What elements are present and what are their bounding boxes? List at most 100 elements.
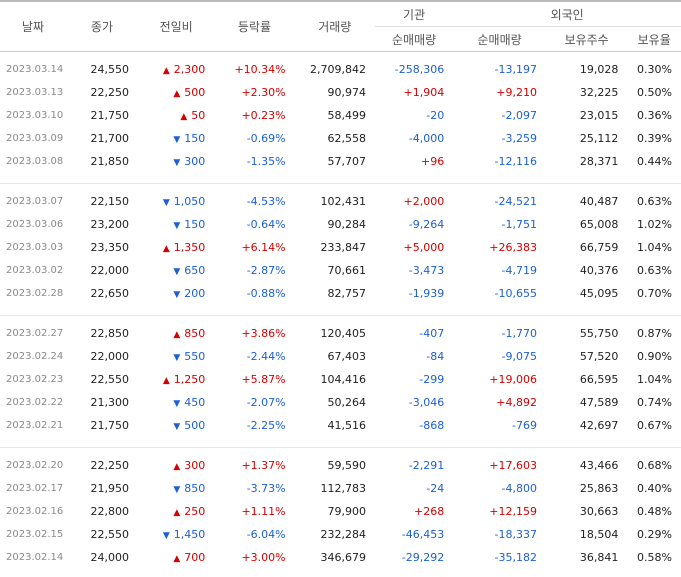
row-inst-net: -46,453 bbox=[401, 528, 445, 541]
row-holdings: 28,371 bbox=[579, 155, 619, 168]
row-close: 24,000 bbox=[90, 551, 130, 564]
row-inst-net: -29,292 bbox=[401, 551, 445, 564]
row-holdings: 25,112 bbox=[579, 132, 619, 145]
row-change-value: 500 bbox=[184, 86, 206, 99]
table-row: 2023.02.22 21,300 ▼ 450 -2.07% 50,264 -3,046 +4… bbox=[0, 391, 681, 414]
row-inst-net: -299 bbox=[419, 373, 445, 386]
row-close: 21,750 bbox=[90, 109, 130, 122]
row-change: ▼ 150 bbox=[138, 127, 214, 150]
row-inst-net: -4,000 bbox=[408, 132, 445, 145]
row-rate: -0.69% bbox=[246, 132, 286, 145]
row-close: 22,000 bbox=[90, 350, 130, 363]
row-close: 21,750 bbox=[90, 419, 130, 432]
row-change-value: 200 bbox=[184, 287, 206, 300]
row-holdings: 45,095 bbox=[579, 287, 619, 300]
row-close: 21,850 bbox=[90, 155, 130, 168]
row-holding-ratio: 0.30% bbox=[627, 51, 681, 81]
group-spacer bbox=[0, 437, 681, 448]
row-close: 22,850 bbox=[65, 315, 139, 345]
table-row: 2023.03.03 23,350 ▲ 1,350 +6.14% 233,847 +5,00… bbox=[0, 236, 681, 259]
row-foreign-net: -24,521 bbox=[453, 183, 546, 213]
row-holding-ratio: 0.63% bbox=[627, 183, 681, 213]
row-volume: 346,679 bbox=[320, 551, 366, 564]
triangle-down-icon: ▼ bbox=[173, 399, 181, 409]
row-holding-ratio: 0.70% bbox=[637, 287, 672, 300]
row-date: 2023.03.09 bbox=[6, 133, 64, 144]
row-change: ▲ 850 bbox=[138, 315, 215, 345]
row-change-value: 500 bbox=[184, 419, 206, 432]
row-rate: -0.88% bbox=[246, 287, 286, 300]
row-date: 2023.03.03 bbox=[6, 242, 64, 253]
row-close: 24,550 bbox=[65, 51, 139, 81]
row-volume: 62,558 bbox=[327, 132, 366, 145]
row-change: ▲ 500 bbox=[138, 81, 214, 104]
row-change: ▲ 250 bbox=[138, 500, 214, 523]
row-change-value: 1,050 bbox=[173, 195, 206, 208]
row-holdings: 55,750 bbox=[545, 315, 628, 345]
row-date: 2023.02.20 bbox=[0, 447, 66, 477]
row-change-value: 1,450 bbox=[173, 528, 206, 541]
row-holding-ratio: 0.50% bbox=[637, 86, 672, 99]
row-volume: 41,516 bbox=[327, 419, 366, 432]
header-volume: 거래량 bbox=[294, 0, 375, 52]
table-row: 2023.02.16 22,800 ▲ 250 +1.11% 79,900 +268 +12,… bbox=[0, 500, 681, 523]
row-change: ▼ 550 bbox=[138, 345, 214, 368]
row-foreign-net: -35,182 bbox=[494, 551, 537, 564]
header-holdings: 보유주수 bbox=[545, 26, 628, 52]
row-volume: 112,783 bbox=[320, 482, 366, 495]
row-rate: +1.11% bbox=[241, 505, 286, 518]
row-close: 21,700 bbox=[90, 132, 130, 145]
row-holdings: 47,589 bbox=[579, 396, 619, 409]
table-row: 2023.02.24 22,000 ▼ 550 -2.44% 67,403 -84 -9,07… bbox=[0, 345, 681, 368]
triangle-down-icon: ▼ bbox=[173, 135, 181, 145]
row-volume: 58,499 bbox=[327, 109, 366, 122]
row-change-value: 1,250 bbox=[173, 373, 206, 386]
table-header: 날짜 종가 전일비 등락률 거래량 기관 외국인 순매매량 순매매량 보유주수 … bbox=[0, 0, 681, 52]
row-holding-ratio: 0.90% bbox=[637, 350, 672, 363]
row-date: 2023.03.06 bbox=[6, 219, 64, 230]
table-row: 2023.03.07 22,150 ▼ 1,050 -4.53% 102,431 +2,00… bbox=[0, 183, 681, 213]
row-change: ▼ 1,450 bbox=[138, 523, 214, 546]
row-change-value: 2,300 bbox=[173, 63, 206, 76]
row-holdings: 66,595 bbox=[579, 373, 619, 386]
header-change: 전일비 bbox=[138, 0, 215, 52]
row-foreign-net: +19,006 bbox=[489, 373, 537, 386]
table-row: 2023.03.10 21,750 ▲ 50 +0.23% 58,499 -20 -2,097… bbox=[0, 104, 681, 127]
table-row: 2023.03.14 24,550 ▲ 2,300 +10.34% 2,709,842 -2… bbox=[0, 51, 681, 81]
row-foreign-net: -4,719 bbox=[501, 264, 537, 277]
row-date: 2023.03.14 bbox=[0, 51, 66, 81]
row-foreign-net: +26,383 bbox=[489, 241, 537, 254]
triangle-up-icon: ▲ bbox=[180, 112, 188, 122]
row-date: 2023.03.07 bbox=[0, 183, 66, 213]
row-inst-net: +268 bbox=[414, 505, 445, 518]
triangle-down-icon: ▼ bbox=[173, 353, 181, 363]
row-inst-net: +1,904 bbox=[403, 86, 445, 99]
row-close: 22,250 bbox=[90, 86, 130, 99]
row-foreign-net: -1,770 bbox=[453, 315, 546, 345]
row-holdings: 66,759 bbox=[579, 241, 619, 254]
row-rate: -2.07% bbox=[246, 396, 286, 409]
row-inst-net: -20 bbox=[426, 109, 445, 122]
row-inst-net: -3,046 bbox=[408, 396, 445, 409]
row-holding-ratio: 0.36% bbox=[637, 109, 672, 122]
row-change-value: 850 bbox=[184, 327, 206, 340]
row-date: 2023.02.14 bbox=[6, 552, 64, 563]
row-change: ▼ 850 bbox=[138, 477, 214, 500]
row-holding-ratio: 0.74% bbox=[637, 396, 672, 409]
row-change-value: 150 bbox=[184, 218, 206, 231]
row-holding-ratio: 0.39% bbox=[637, 132, 672, 145]
row-change: ▲ 700 bbox=[138, 546, 214, 569]
group-spacer bbox=[0, 173, 681, 184]
row-volume: 102,431 bbox=[294, 183, 375, 213]
table-row: 2023.03.13 22,250 ▲ 500 +2.30% 90,974 +1,904 +9… bbox=[0, 81, 681, 104]
row-change-value: 850 bbox=[184, 482, 206, 495]
row-volume: 104,416 bbox=[320, 373, 366, 386]
row-holding-ratio: 1.04% bbox=[637, 373, 672, 386]
row-volume: 90,974 bbox=[327, 86, 366, 99]
row-foreign-net: +9,210 bbox=[496, 86, 537, 99]
header-inst-net: 순매매량 bbox=[374, 26, 454, 52]
row-date: 2023.02.15 bbox=[6, 529, 64, 540]
group-spacer bbox=[0, 305, 681, 316]
header-rate: 등락률 bbox=[214, 0, 295, 52]
row-inst-net: -407 bbox=[374, 315, 454, 345]
